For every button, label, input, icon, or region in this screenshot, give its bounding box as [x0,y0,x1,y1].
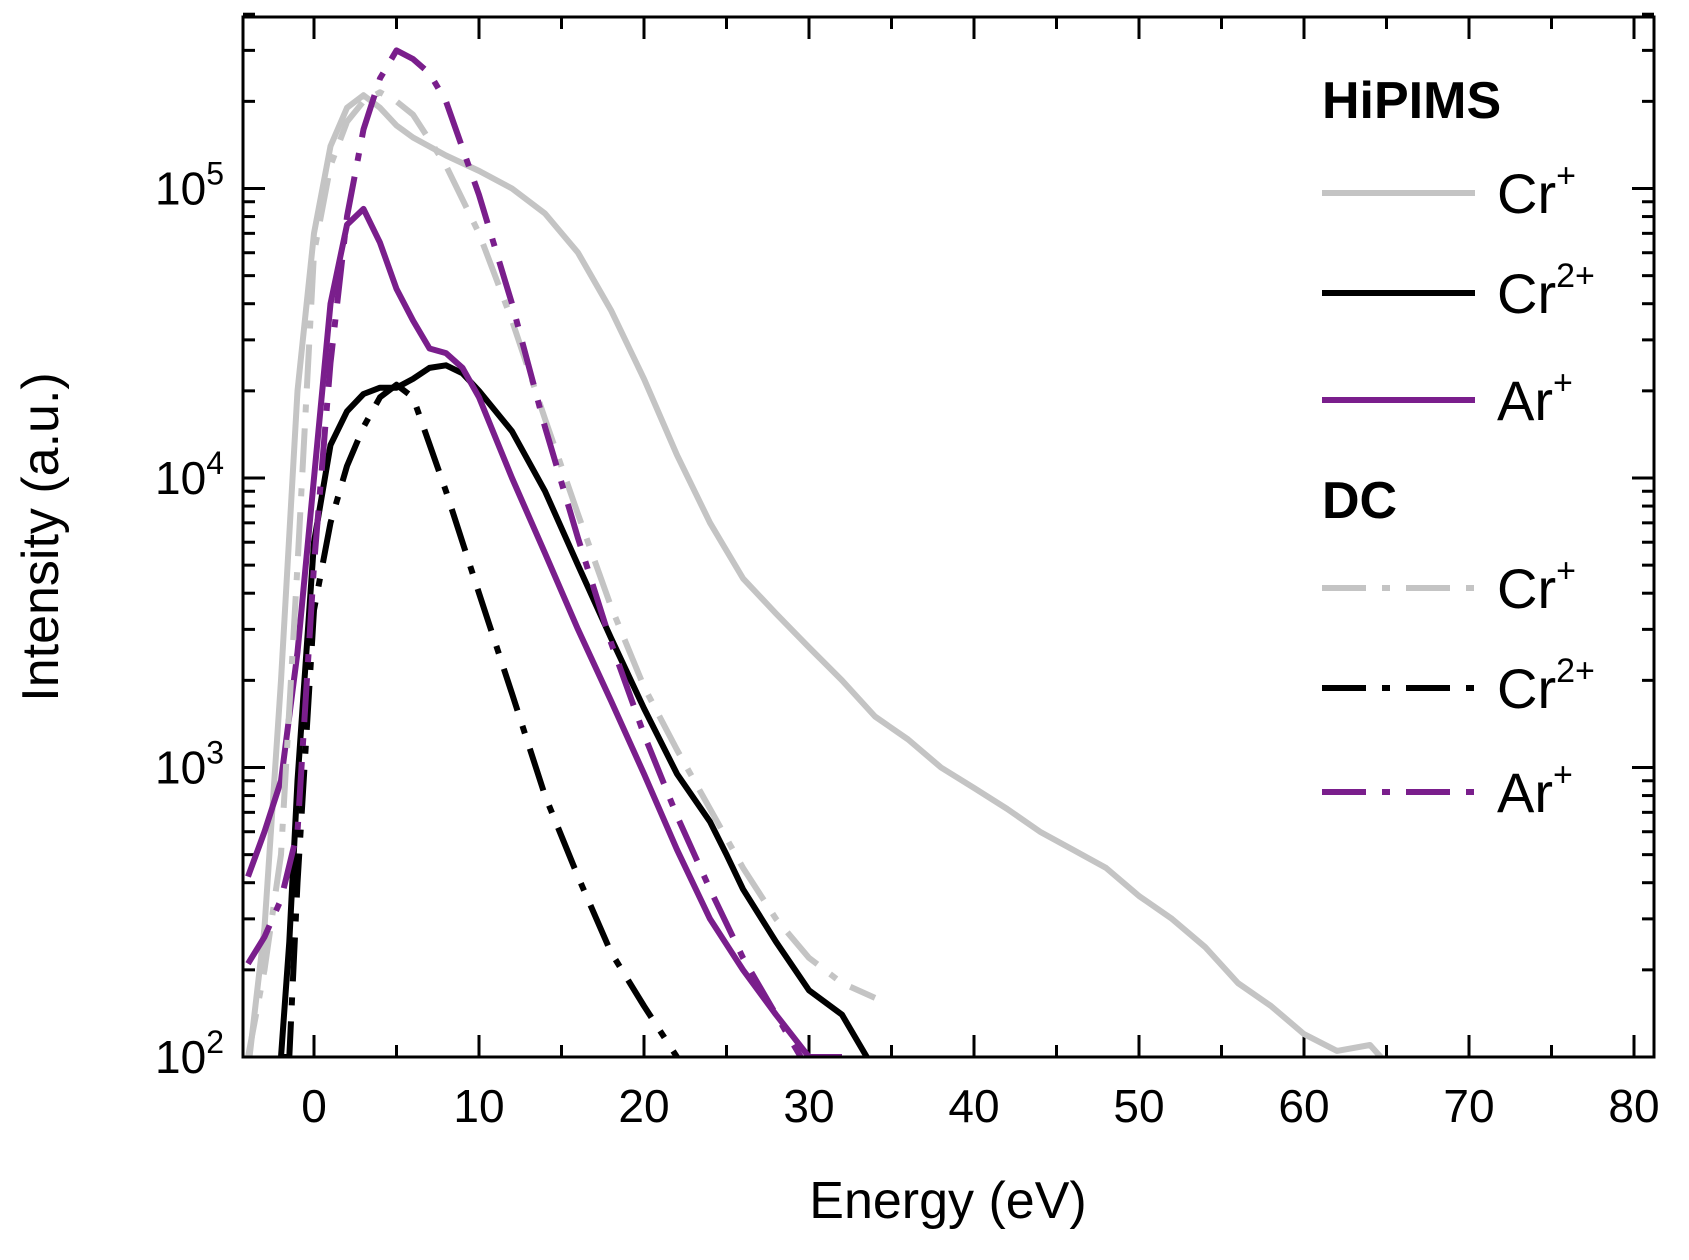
legend-entry-label: Cr+ [1497,552,1576,620]
legend-entry-label: Cr2+ [1497,257,1595,325]
legend-entry-label: Cr+ [1497,157,1576,225]
plot-frame [241,15,1656,1059]
legend-entry-label: Ar+ [1497,364,1573,432]
tick-marks [243,12,1654,1059]
series-hipims-cr1 [246,92,1385,1057]
legend-entry-label: Cr2+ [1497,652,1595,720]
series-dc-cr1 [245,89,877,1057]
legend-group-title: DC [1322,472,1397,530]
series-dc-cr2 [281,381,680,1057]
x-tick-label: 10 [453,1080,504,1132]
x-tick-label: 80 [1608,1080,1659,1132]
series-dc-ar1 [245,47,804,1057]
x-tick-label: 70 [1443,1080,1494,1132]
x-tick-label: 50 [1113,1080,1164,1132]
plot-series [245,47,1385,1057]
x-tick-label: 30 [783,1080,834,1132]
y-tick-labels: 102 103 104 105 [155,156,224,1084]
x-tick-label: 20 [618,1080,669,1132]
y-tick-label: 103 [155,735,224,794]
legend-group-title: HiPIMS [1322,72,1501,130]
x-tick-label: 0 [301,1080,327,1132]
y-tick-label: 102 [155,1024,224,1083]
x-tick-label: 40 [948,1080,999,1132]
series-hipims-cr2 [278,362,870,1057]
y-tick-label: 104 [155,445,224,504]
series-hipims-ar1 [245,205,842,1057]
legend-entry-label: Ar+ [1497,756,1573,824]
x-tick-label: 60 [1278,1080,1329,1132]
x-axis-title: Energy (eV) [809,1172,1086,1230]
legend: HiPIMS Cr+ Cr2+ Ar+ DC Cr+ Cr2+ Ar+ [1322,72,1595,824]
y-tick-label: 105 [155,156,224,215]
y-axis-title: Intensity (a.u.) [12,372,70,701]
x-tick-labels: 0 10 20 30 40 50 60 70 80 [301,1080,1659,1132]
